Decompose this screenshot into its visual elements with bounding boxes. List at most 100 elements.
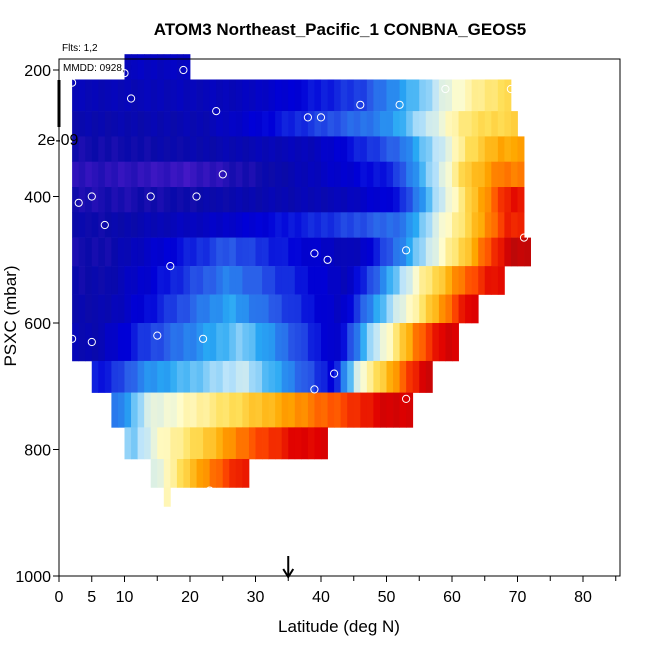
heatmap-cell [144,161,152,188]
heatmap-cell [157,323,165,362]
heatmap-cell [340,212,348,238]
heatmap-cell [190,187,197,213]
heatmap-cell [131,360,138,393]
heatmap-cell [104,161,112,188]
heatmap-cell [163,136,171,163]
heatmap-cell [373,187,381,213]
observation-point [395,100,404,109]
heatmap-cell [452,161,459,188]
heatmap-cell [190,111,197,137]
heatmap-cell [144,294,152,324]
heatmap-cell [209,187,217,213]
heatmap-cell [235,266,243,295]
heatmap-cell [137,323,145,362]
heatmap-cell [393,187,400,213]
heatmap-cell [334,136,342,163]
heatmap-cell [131,187,138,213]
heatmap-cell [465,212,473,238]
heatmap-cell [432,237,440,267]
heatmap-cell [137,237,145,267]
heatmap-cell [445,237,453,267]
heatmap-cell [176,212,184,238]
observation-point [323,255,332,264]
heatmap-cell [373,161,381,188]
heatmap-cell [242,294,250,324]
heatmap-cell [144,323,152,362]
heatmap-cell [131,392,138,428]
observation-point [212,107,221,116]
heatmap-cell [176,294,184,324]
heatmap-cell [268,187,276,213]
heatmap-cell [510,212,518,238]
heatmap-cell [321,111,328,137]
heatmap-cell [111,111,119,137]
heatmap-cell [301,266,309,295]
heatmap-cell [353,294,361,324]
y-axis: 200 400 600 800 1000 [15,63,59,586]
heatmap-cell [170,458,178,488]
heatmap-cell [131,237,138,267]
heatmap-cell [78,266,86,295]
heatmap-cell [222,360,230,393]
heatmap-cell [196,212,204,238]
heatmap-cell [517,187,525,213]
heatmap-cell [150,294,158,324]
heatmap-cell [334,79,342,112]
y-tick-label: 800 [24,443,51,460]
observation-point [310,249,319,258]
heatmap-cell [255,392,263,428]
heatmap-cell [229,427,237,460]
heatmap-cell [222,323,230,362]
heatmap-cell [399,360,407,393]
heatmap-cell [196,458,204,488]
heatmap-cell [72,187,80,213]
heatmap-cell [176,79,184,112]
heatmap-cell [222,237,230,267]
heatmap-cell [478,161,486,188]
heatmap-cell [78,323,86,362]
observation-point [100,220,109,230]
heatmap-cell [209,458,217,488]
heatmap-cell [491,212,499,238]
heatmap-cell [150,427,158,460]
heatmap-cell [419,294,427,324]
heatmap-cell [229,79,237,112]
heatmap-cell [307,212,315,238]
heatmap-cell [157,136,165,163]
heatmap-cell [288,161,296,188]
heatmap-cell [255,79,263,112]
heatmap-cell [360,161,368,188]
heatmap-cell [340,392,348,428]
heatmap-cell [510,136,518,163]
heatmap-cell [379,392,387,428]
heatmap-cell [412,111,420,137]
heatmap-cell [294,212,302,238]
heatmap-cell [235,458,243,488]
heatmap-cell [262,187,269,213]
heatmap-cell [183,266,191,295]
heatmap-cell [242,187,250,213]
heatmap-cell [163,392,171,428]
heatmap-cell [294,427,302,460]
heatmap-cell [229,360,237,393]
heatmap-cell [275,79,283,112]
heatmap-cell [327,266,335,295]
observation-point [87,337,96,347]
x-tick-label: 60 [443,589,461,606]
heatmap-cell [360,212,368,238]
heatmap-cell [340,360,348,393]
heatmap-cell [124,136,132,163]
heatmap-cell [321,427,328,460]
heatmap-cell [471,161,479,188]
heatmap-cell [465,111,473,137]
heatmap-cell [452,136,459,163]
y-tick-label: 600 [24,316,51,333]
heatmap-cell [504,161,512,188]
heatmap-cell [222,79,230,112]
heatmap-cell [393,360,400,393]
heatmap-cell [484,237,492,267]
heatmap-cell [248,79,256,112]
heatmap-cell [203,323,211,362]
heatmap-cell [196,427,204,460]
heatmap-cell [203,458,211,488]
